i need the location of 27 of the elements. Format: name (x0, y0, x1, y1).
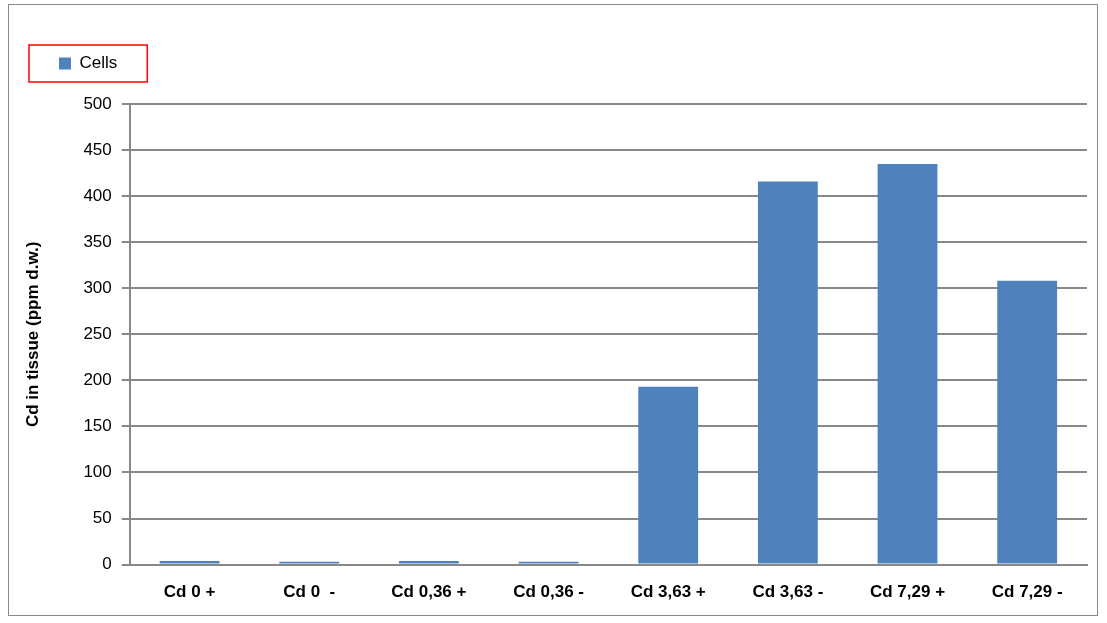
legend-label: Cells (79, 53, 118, 73)
x-tick-label: Cd 0 + (163, 582, 216, 602)
y-tick-label: 350 (83, 231, 112, 251)
y-tick-label: 0 (102, 554, 112, 574)
y-tick-label: 200 (83, 370, 112, 390)
x-tick-label: Cd 7,29 - (991, 582, 1063, 602)
bar (398, 560, 459, 564)
x-tick-label: Cd 3,63 - (752, 582, 824, 602)
y-tick-label: 400 (83, 185, 112, 205)
x-tick-label: Cd 3,63 + (630, 582, 706, 602)
y-tick-label: 100 (83, 462, 112, 482)
y-tick-label: 50 (92, 508, 112, 528)
bar (638, 386, 699, 564)
y-tick-label: 150 (83, 416, 112, 436)
bar (877, 163, 938, 564)
y-tick-label: 500 (83, 93, 112, 113)
bar (159, 560, 220, 564)
x-tick-label: Cd 0,36 - (513, 582, 584, 602)
bar (757, 181, 818, 564)
y-tick-label: 300 (83, 277, 112, 297)
x-tick-label: Cd 0 - (283, 582, 336, 602)
y-tick-label: 250 (83, 323, 112, 343)
x-tick-label: Cd 7,29 + (869, 582, 946, 602)
y-tick-label: 450 (83, 139, 112, 159)
bar (997, 280, 1058, 564)
x-tick-label: Cd 0,36 + (391, 582, 467, 602)
y-axis-title: Cd in tissue (ppm d.w.) (22, 241, 42, 428)
